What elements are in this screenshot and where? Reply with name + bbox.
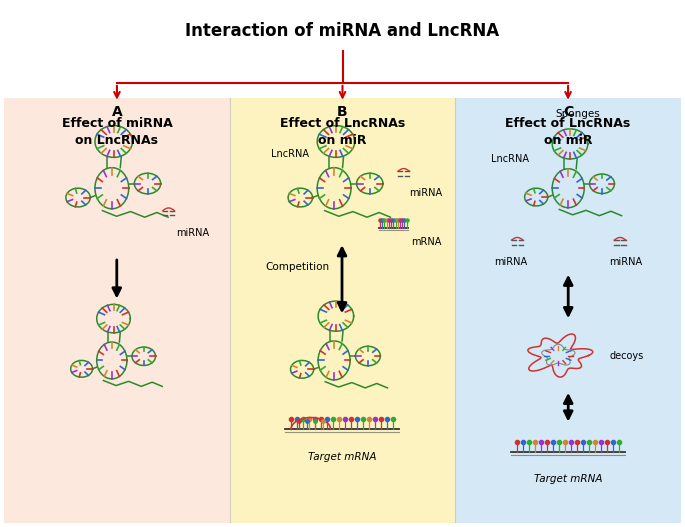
Text: LncRNA: LncRNA xyxy=(491,154,530,164)
Text: Interaction of miRNA and LncRNA: Interaction of miRNA and LncRNA xyxy=(186,22,499,40)
Text: Target mRNA: Target mRNA xyxy=(534,474,603,484)
Text: Effect of LncRNAs
on miR: Effect of LncRNAs on miR xyxy=(506,118,631,148)
Text: Target mRNA: Target mRNA xyxy=(308,452,376,462)
Text: miRNA: miRNA xyxy=(495,257,527,267)
Text: Competition: Competition xyxy=(265,262,329,272)
Text: Effect of LncRNAs
on miR: Effect of LncRNAs on miR xyxy=(280,118,405,148)
Text: decoys: decoys xyxy=(610,350,644,360)
Bar xyxy=(456,97,681,523)
Text: mRNA: mRNA xyxy=(411,238,442,247)
Text: A: A xyxy=(112,104,123,119)
Text: LncRNA: LncRNA xyxy=(271,149,309,159)
Text: C: C xyxy=(563,104,573,119)
Text: miRNA: miRNA xyxy=(176,228,209,238)
Text: miRNA: miRNA xyxy=(409,188,443,198)
Bar xyxy=(4,4,681,97)
Text: Sponges: Sponges xyxy=(556,110,601,120)
Bar xyxy=(4,97,229,523)
Text: B: B xyxy=(337,104,348,119)
Bar xyxy=(229,97,456,523)
Text: Effect of miRNA
on LncRNAs: Effect of miRNA on LncRNAs xyxy=(62,118,173,148)
Text: miRNA: miRNA xyxy=(609,257,642,267)
